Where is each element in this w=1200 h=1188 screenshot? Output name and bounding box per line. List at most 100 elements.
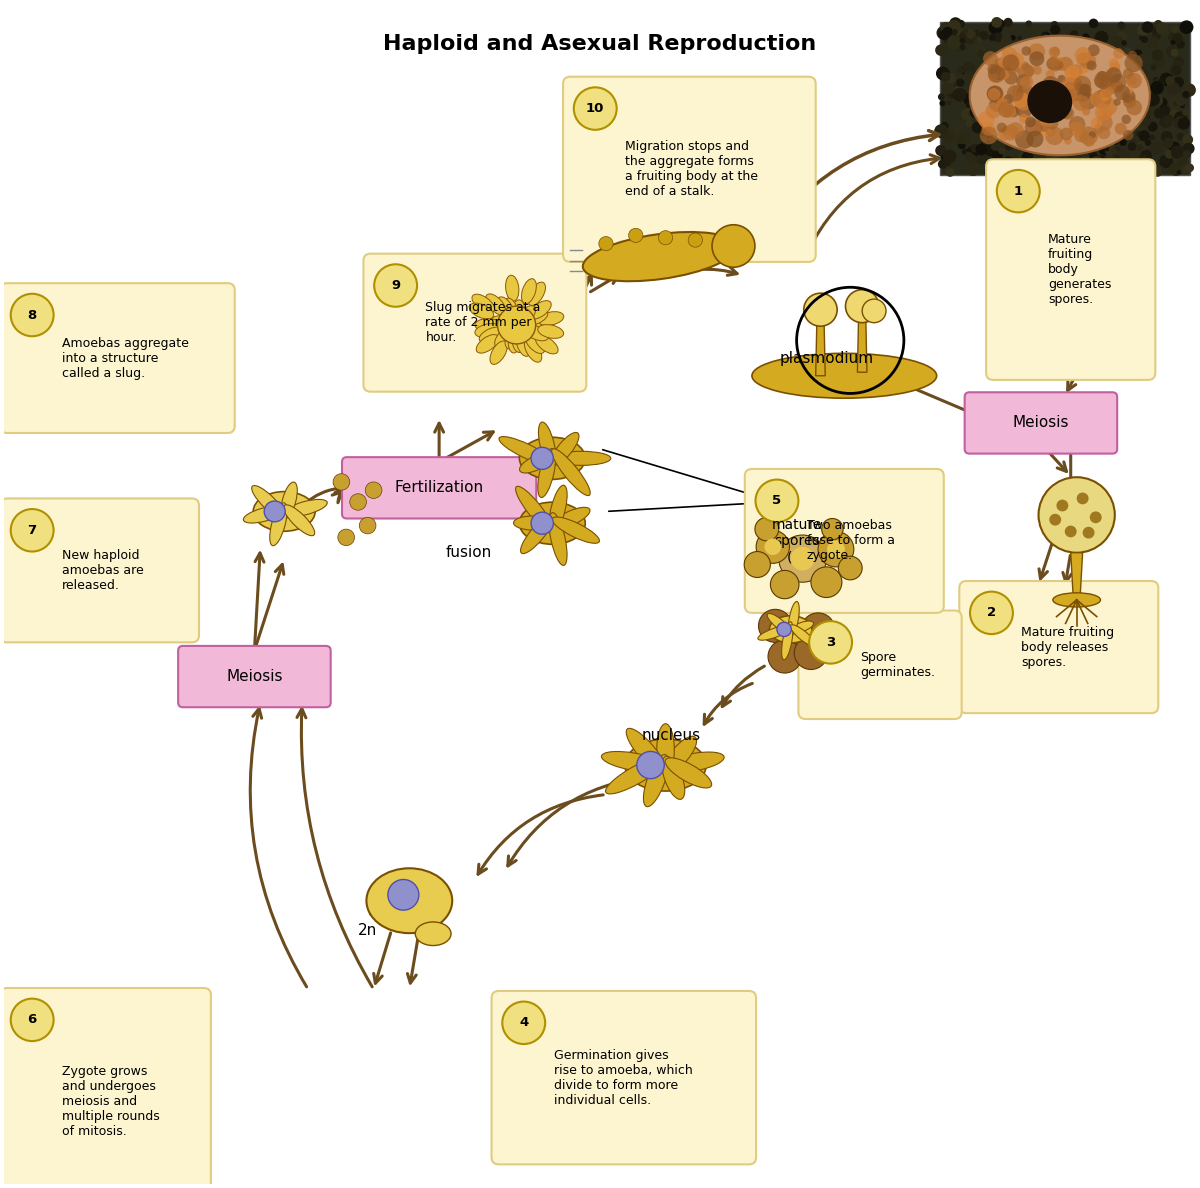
Circle shape bbox=[1006, 114, 1015, 125]
Ellipse shape bbox=[475, 323, 500, 337]
Circle shape bbox=[637, 752, 665, 778]
Ellipse shape bbox=[523, 310, 548, 326]
Circle shape bbox=[1042, 59, 1048, 65]
Circle shape bbox=[1070, 30, 1078, 38]
Circle shape bbox=[1088, 19, 1098, 29]
Circle shape bbox=[1139, 34, 1145, 40]
Circle shape bbox=[791, 546, 815, 570]
Ellipse shape bbox=[529, 301, 551, 320]
Circle shape bbox=[1099, 138, 1106, 144]
Circle shape bbox=[1032, 65, 1042, 75]
Circle shape bbox=[1045, 127, 1064, 145]
Circle shape bbox=[1033, 97, 1049, 113]
Ellipse shape bbox=[283, 505, 314, 536]
Circle shape bbox=[1066, 77, 1078, 89]
Circle shape bbox=[862, 299, 886, 323]
Circle shape bbox=[1160, 131, 1172, 143]
Circle shape bbox=[1074, 128, 1088, 143]
Circle shape bbox=[1108, 86, 1117, 94]
Circle shape bbox=[1060, 78, 1072, 90]
Circle shape bbox=[1148, 103, 1160, 115]
Circle shape bbox=[986, 162, 991, 168]
Text: 3: 3 bbox=[826, 636, 835, 649]
Ellipse shape bbox=[508, 327, 522, 353]
Circle shape bbox=[1177, 118, 1190, 129]
Circle shape bbox=[659, 230, 673, 245]
Circle shape bbox=[1090, 156, 1104, 170]
Circle shape bbox=[1159, 154, 1174, 168]
Circle shape bbox=[1182, 134, 1193, 145]
Circle shape bbox=[338, 529, 354, 545]
Circle shape bbox=[1182, 83, 1196, 97]
Circle shape bbox=[1129, 139, 1135, 145]
Circle shape bbox=[1042, 166, 1051, 177]
Circle shape bbox=[1003, 125, 1019, 140]
Circle shape bbox=[1151, 94, 1163, 107]
Circle shape bbox=[1078, 94, 1090, 106]
Circle shape bbox=[982, 139, 990, 147]
Ellipse shape bbox=[524, 333, 545, 354]
Circle shape bbox=[1000, 69, 1009, 78]
Polygon shape bbox=[1070, 552, 1082, 595]
Circle shape bbox=[998, 147, 1004, 154]
Circle shape bbox=[1084, 135, 1094, 147]
Ellipse shape bbox=[284, 499, 328, 517]
Circle shape bbox=[1019, 151, 1032, 164]
Circle shape bbox=[809, 621, 852, 664]
Circle shape bbox=[1042, 34, 1049, 43]
Circle shape bbox=[1036, 119, 1054, 137]
Circle shape bbox=[1015, 100, 1033, 118]
Circle shape bbox=[1063, 89, 1072, 99]
Ellipse shape bbox=[505, 324, 520, 349]
Circle shape bbox=[940, 101, 946, 106]
Circle shape bbox=[958, 139, 962, 144]
Ellipse shape bbox=[538, 311, 564, 326]
Circle shape bbox=[988, 69, 992, 74]
Ellipse shape bbox=[497, 297, 515, 321]
Ellipse shape bbox=[253, 492, 316, 531]
Circle shape bbox=[1099, 145, 1110, 156]
Circle shape bbox=[985, 103, 1001, 119]
Circle shape bbox=[1103, 87, 1114, 97]
Circle shape bbox=[1128, 51, 1138, 59]
Circle shape bbox=[1008, 106, 1019, 118]
Circle shape bbox=[1172, 101, 1180, 107]
Ellipse shape bbox=[583, 232, 737, 282]
Circle shape bbox=[1080, 53, 1097, 69]
Circle shape bbox=[980, 32, 989, 40]
Circle shape bbox=[1126, 86, 1133, 94]
Circle shape bbox=[1090, 91, 1106, 107]
Circle shape bbox=[972, 121, 984, 133]
Circle shape bbox=[1174, 112, 1187, 125]
Circle shape bbox=[1060, 84, 1078, 102]
Circle shape bbox=[1146, 100, 1153, 107]
Circle shape bbox=[1127, 108, 1136, 119]
Circle shape bbox=[1091, 118, 1103, 129]
Text: Meiosis: Meiosis bbox=[1013, 416, 1069, 430]
Circle shape bbox=[1007, 52, 1024, 69]
Circle shape bbox=[1086, 52, 1098, 64]
Circle shape bbox=[1087, 44, 1099, 56]
Ellipse shape bbox=[505, 276, 518, 301]
Circle shape bbox=[1079, 67, 1085, 72]
Ellipse shape bbox=[626, 728, 667, 775]
Circle shape bbox=[1082, 33, 1090, 40]
Circle shape bbox=[1026, 131, 1044, 147]
Circle shape bbox=[1099, 89, 1111, 101]
Circle shape bbox=[770, 570, 799, 599]
Circle shape bbox=[1046, 91, 1056, 101]
Circle shape bbox=[1007, 82, 1016, 90]
Circle shape bbox=[935, 145, 947, 156]
Ellipse shape bbox=[1052, 593, 1100, 607]
Circle shape bbox=[1076, 493, 1088, 505]
Circle shape bbox=[989, 166, 997, 175]
Circle shape bbox=[1129, 101, 1138, 110]
Circle shape bbox=[1000, 70, 1009, 80]
Circle shape bbox=[1171, 145, 1184, 159]
Circle shape bbox=[990, 93, 998, 101]
Circle shape bbox=[992, 32, 1003, 43]
Circle shape bbox=[1094, 37, 1104, 46]
Circle shape bbox=[1099, 97, 1117, 115]
Ellipse shape bbox=[538, 449, 556, 498]
Ellipse shape bbox=[552, 517, 600, 543]
